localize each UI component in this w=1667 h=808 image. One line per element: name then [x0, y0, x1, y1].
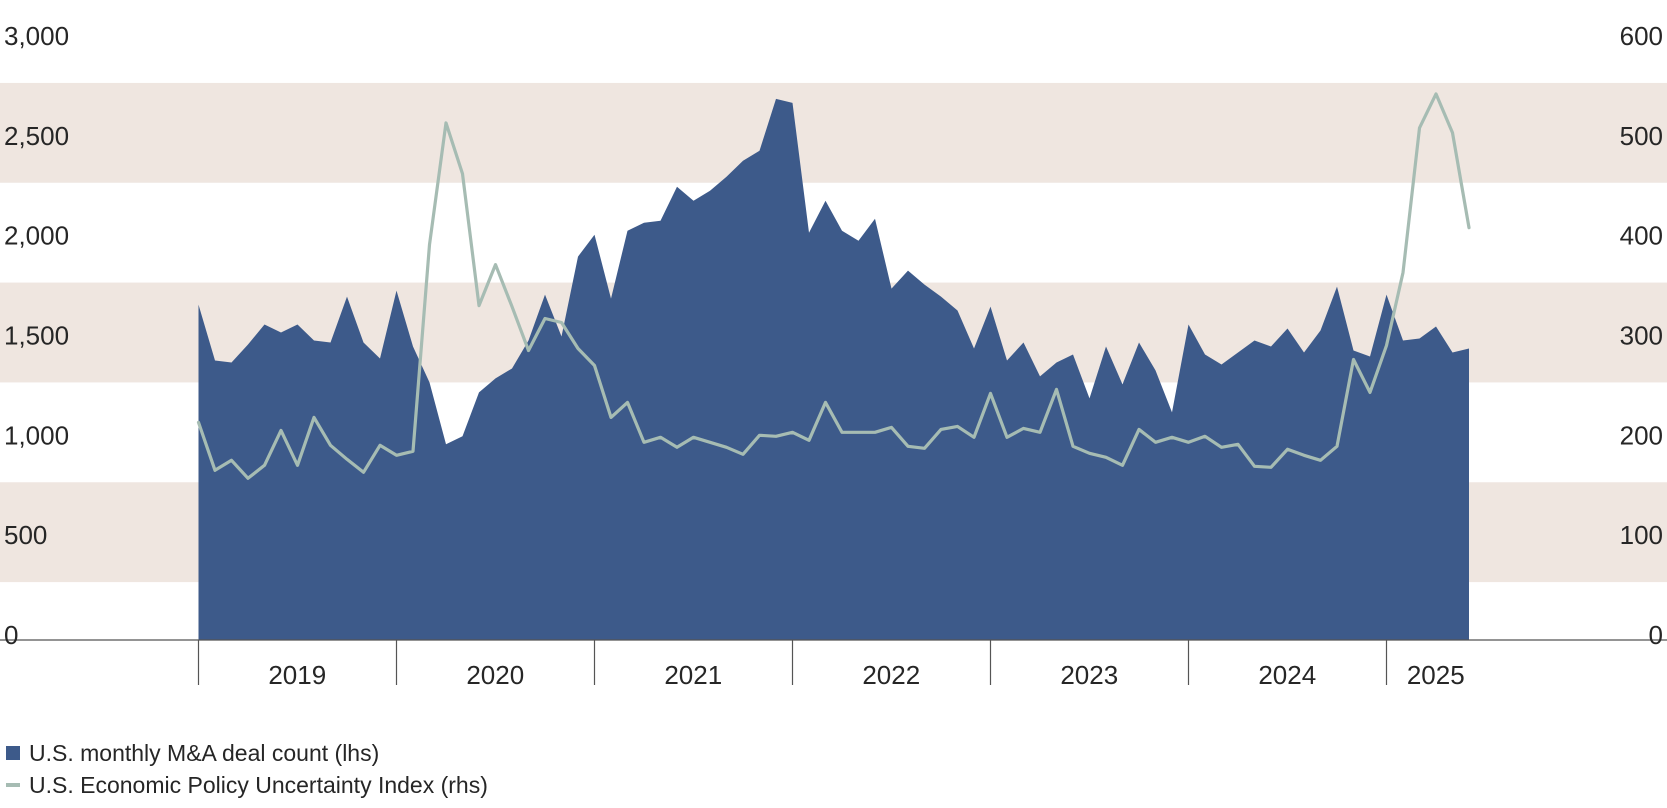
- right-tick-label: 500: [1620, 121, 1663, 151]
- background-band-1: [0, 82, 1667, 183]
- left-tick-label: 2,500: [4, 121, 69, 151]
- chart: 3,000 2,500 2,000 1,500 1,000 500 0 600 500 400 3…: [0, 21, 1667, 690]
- series-uncertainty-line: [196, 92, 1471, 480]
- series-deal-count-area: [198, 98, 1469, 640]
- left-tick-label: 500: [4, 520, 47, 550]
- right-tick-label: 400: [1620, 221, 1663, 251]
- left-tick-label: 0: [4, 620, 18, 650]
- legend-item-uncertainty: U.S. Economic Policy Uncertainty Index (…: [6, 769, 488, 801]
- deal-count-area-layer: [198, 98, 1469, 640]
- legend-label-deal-count: U.S. monthly M&A deal count (lhs): [29, 739, 380, 766]
- x-axis-ticks: 2019 2020 2021 2022 2023 2024 2025: [197, 640, 1465, 690]
- left-tick-label: 2,000: [4, 221, 69, 251]
- x-tick-label: 2019: [268, 660, 326, 690]
- x-tick-label: 2025: [1407, 660, 1465, 690]
- right-tick-label: 300: [1620, 321, 1663, 351]
- x-tick-label: 2020: [466, 660, 524, 690]
- left-tick-label: 1,000: [4, 420, 69, 450]
- left-axis-ticks: 3,000 2,500 2,000 1,500 1,000 500 0: [4, 21, 69, 650]
- x-tick-label: 2021: [664, 660, 722, 690]
- legend-swatch-uncertainty: [6, 783, 20, 787]
- x-tick-label: 2022: [862, 660, 920, 690]
- right-tick-label: 600: [1620, 21, 1663, 51]
- legend-label-uncertainty: U.S. Economic Policy Uncertainty Index (…: [29, 771, 488, 798]
- legend-swatch-deal-count: [6, 746, 20, 760]
- right-tick-label: 200: [1620, 420, 1663, 450]
- legend: U.S. monthly M&A deal count (lhs) U.S. E…: [6, 737, 488, 801]
- uncertainty-line-layer: [196, 92, 1471, 480]
- left-tick-label: 1,500: [4, 321, 69, 351]
- x-tick-label: 2023: [1060, 660, 1118, 690]
- left-tick-label: 3,000: [4, 21, 69, 51]
- legend-item-deal-count: U.S. monthly M&A deal count (lhs): [6, 737, 488, 769]
- x-tick-label: 2024: [1258, 660, 1316, 690]
- right-tick-label: 0: [1649, 620, 1663, 650]
- right-tick-label: 100: [1620, 520, 1663, 550]
- right-axis-ticks: 600 500 400 300 200 100 0: [1620, 21, 1663, 650]
